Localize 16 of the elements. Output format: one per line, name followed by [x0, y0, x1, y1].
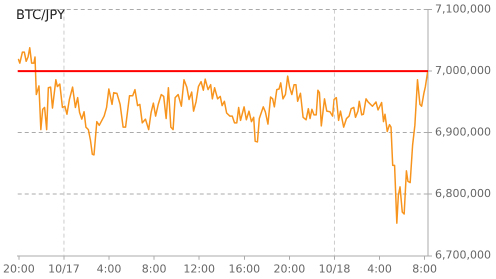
x-tick-label: 16:00 [228, 262, 260, 276]
y-tick-label: 6,700,000 [435, 248, 491, 262]
y-tick-label: 6,900,000 [435, 126, 491, 139]
x-tick-label: 10/18 [318, 262, 350, 276]
x-tick-label: 12:00 [183, 262, 216, 276]
chart-title: BTC/JPY [16, 8, 65, 23]
x-tick-label: 4:00 [367, 262, 392, 276]
y-tick-label: 6,800,000 [435, 187, 491, 200]
x-tick-label: 8:00 [412, 262, 437, 276]
x-tick-label: 20:00 [274, 262, 306, 276]
x-tick-label: 4:00 [96, 262, 122, 276]
y-tick-label: 7,100,000 [435, 2, 491, 16]
x-tick-label: 10/17 [48, 262, 80, 276]
x-tick-label: 8:00 [142, 262, 166, 276]
x-tick-label: 20:00 [3, 262, 35, 276]
y-tick-label: 7,000,000 [435, 64, 491, 78]
